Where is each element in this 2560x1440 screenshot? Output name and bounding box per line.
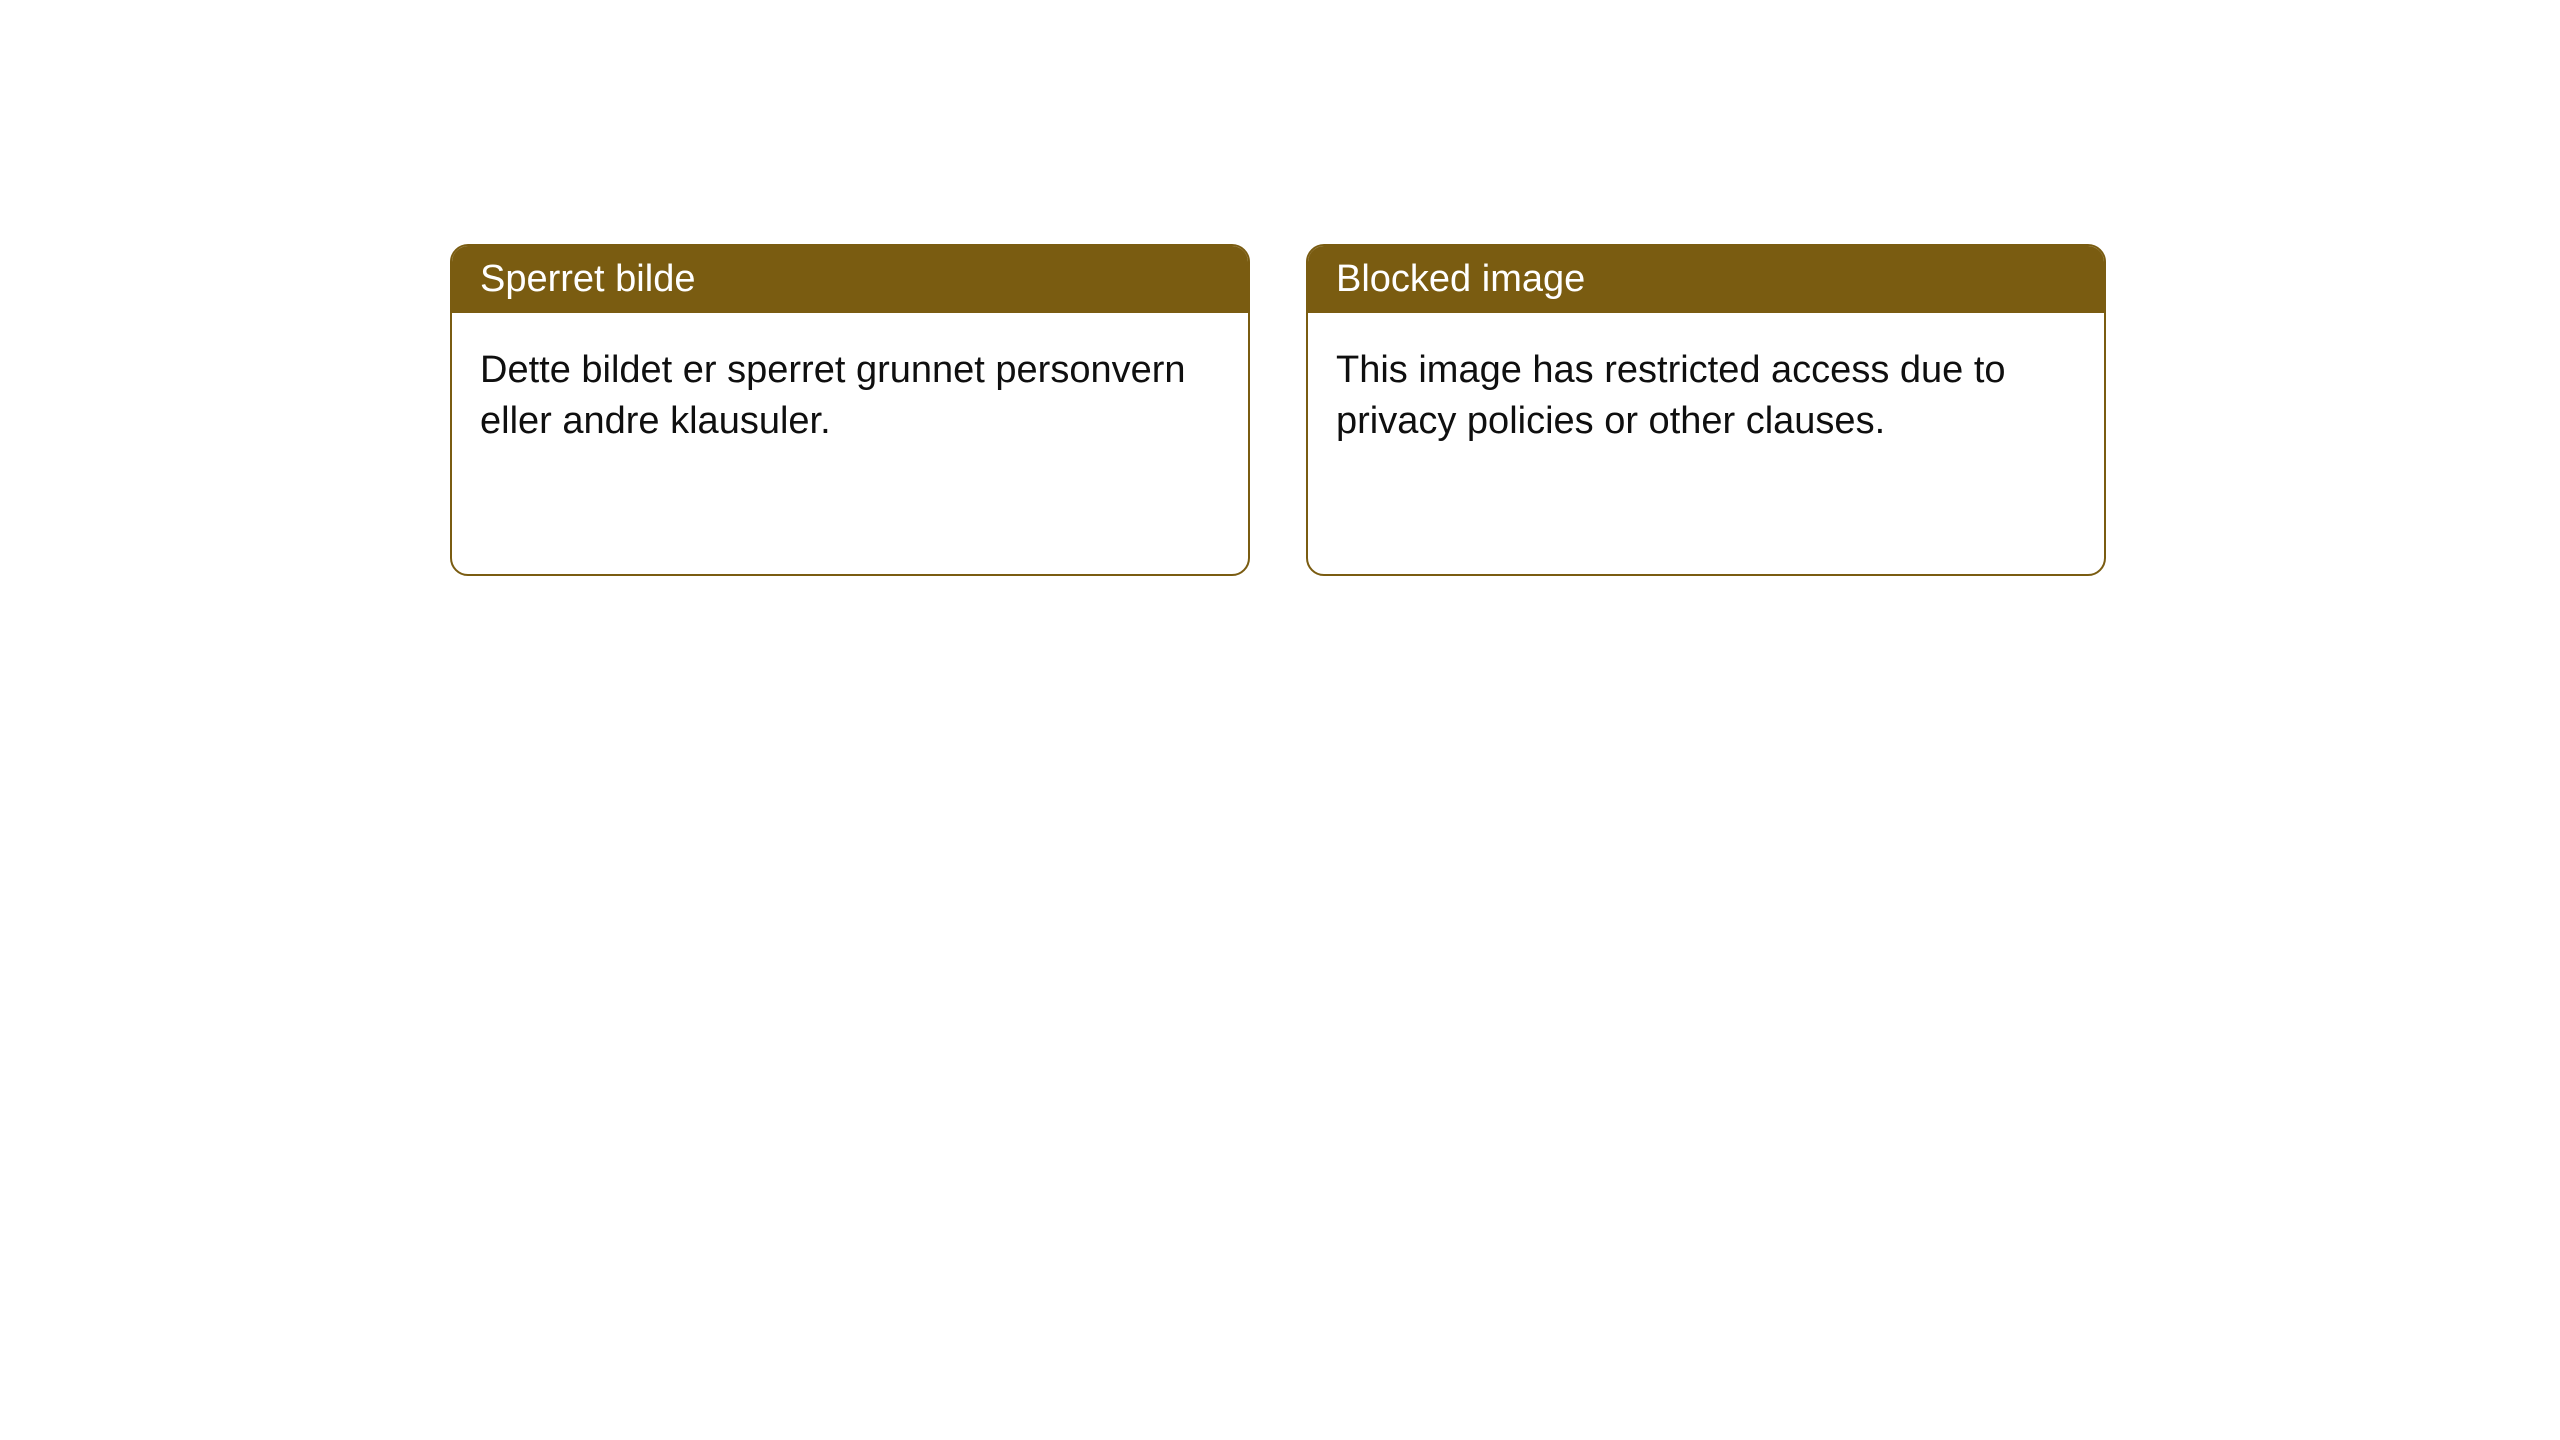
notice-card-body: This image has restricted access due to … (1308, 313, 2104, 480)
notice-card-title: Blocked image (1308, 246, 2104, 313)
notice-card-title: Sperret bilde (452, 246, 1248, 313)
notice-card-body: Dette bildet er sperret grunnet personve… (452, 313, 1248, 480)
notice-card-english: Blocked image This image has restricted … (1306, 244, 2106, 576)
notice-container: Sperret bilde Dette bildet er sperret gr… (450, 244, 2106, 576)
notice-card-norwegian: Sperret bilde Dette bildet er sperret gr… (450, 244, 1250, 576)
